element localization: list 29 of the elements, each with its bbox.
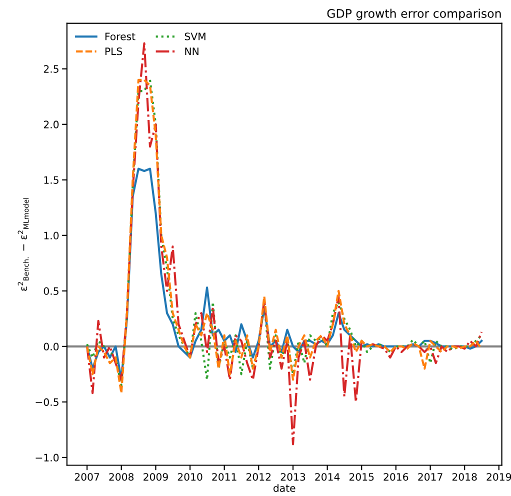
x-tick-label: 2009: [144, 473, 168, 481]
y-tick-label: 1.5: [44, 176, 58, 184]
legend-label: NN: [185, 48, 198, 56]
x-tick-label: 2012: [246, 473, 271, 481]
x-tick-label: 2017: [418, 473, 442, 481]
x-tick-label: 2007: [74, 473, 100, 481]
x-tick-label: 2010: [178, 473, 202, 481]
x-axis-title: date: [274, 484, 296, 492]
chart-title: GDP growth error comparison: [327, 8, 501, 20]
y-tick-label: 0.0: [44, 342, 59, 350]
x-tick-label: 2014: [315, 473, 340, 481]
x-tick-label: 2018: [452, 473, 477, 481]
x-tick-label: 2016: [384, 473, 408, 481]
x-tick-label: 2013: [280, 473, 306, 481]
legend-label: SVM: [184, 32, 206, 40]
legend-label: Forest: [105, 32, 136, 40]
y-tick-label: 2.0: [44, 120, 59, 128]
y-tick-label: 2.5: [44, 65, 58, 73]
y-tick-label: −1.0: [36, 454, 59, 462]
y-axis-title: ε$^{2}$$_{Bench.}$ − ε$^{2}$$_{MLmodel}$: [18, 198, 29, 291]
x-tick-label: 2019: [486, 473, 511, 481]
y-tick-label: 1.0: [44, 232, 59, 240]
y-tick-label: −0.5: [36, 398, 58, 406]
legend-label: PLS: [105, 48, 122, 56]
x-tick-label: 2008: [109, 473, 134, 481]
y-tick-label: 0.5: [44, 287, 58, 295]
x-tick-label: 2015: [349, 473, 374, 481]
line-series: [86, 42, 483, 446]
x-tick-label: 2011: [212, 473, 236, 481]
